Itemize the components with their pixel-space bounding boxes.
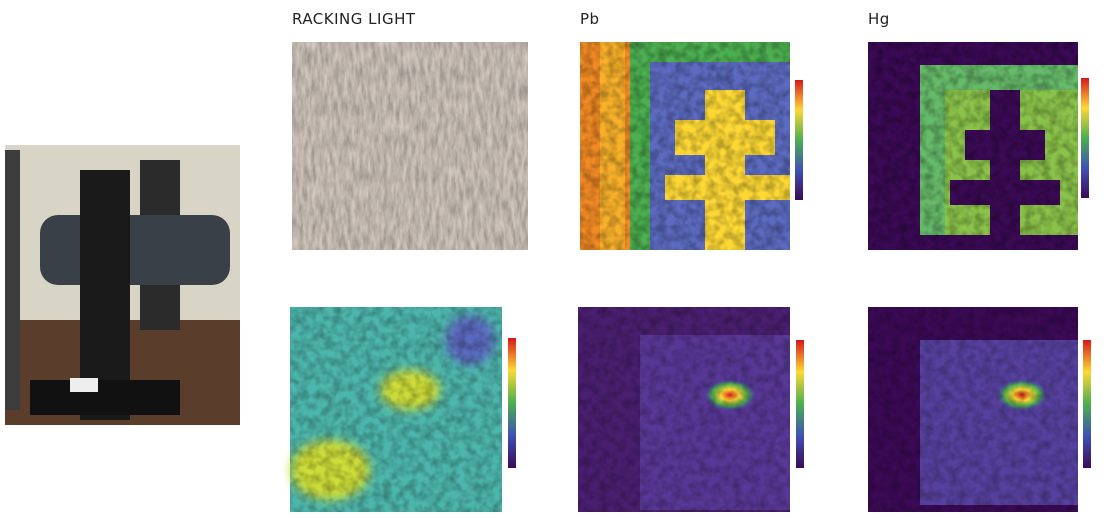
hg-map-top xyxy=(868,42,1089,250)
hg-map-bottom xyxy=(868,307,1091,512)
figure: RACKING LIGHT Pb Hg xyxy=(0,0,1108,518)
pb-map-bottom xyxy=(578,307,804,512)
pb-map-top xyxy=(580,42,803,250)
raking-image xyxy=(292,42,528,250)
panel-label: RACKING LIGHT xyxy=(292,10,416,28)
panel-label: Hg xyxy=(868,10,890,28)
map-bottom-1 xyxy=(290,307,516,512)
instrument-photo xyxy=(5,145,240,425)
panel-label: Pb xyxy=(580,10,600,28)
